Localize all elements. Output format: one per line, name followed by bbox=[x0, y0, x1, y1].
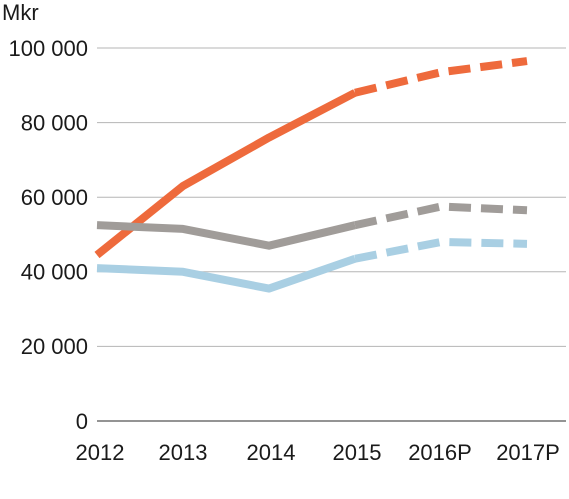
x-tick-label: 2016P bbox=[408, 440, 472, 465]
x-tick-label: 2015 bbox=[333, 440, 382, 465]
y-axis-unit-label: Mkr bbox=[2, 0, 39, 25]
series-1-actual-line bbox=[96, 221, 356, 250]
y-tick-label: 100 000 bbox=[8, 36, 88, 61]
series-2-forecast-line bbox=[354, 237, 528, 263]
x-tick-label: 2017P bbox=[496, 440, 560, 465]
x-axis-ticks: 2012 2013 2014 2015 2016P 2017P bbox=[76, 440, 560, 465]
series-2-actual-line bbox=[96, 254, 357, 293]
series-0-actual-line bbox=[94, 89, 357, 259]
y-tick-label: 80 000 bbox=[21, 110, 88, 135]
y-tick-label: 20 000 bbox=[21, 334, 88, 359]
y-axis-ticks: 0 20 000 40 000 60 000 80 000 100 000 bbox=[8, 36, 88, 434]
y-tick-label: 0 bbox=[76, 409, 88, 434]
x-tick-label: 2014 bbox=[247, 440, 296, 465]
series-lines bbox=[94, 57, 528, 293]
y-tick-label: 40 000 bbox=[21, 260, 88, 285]
y-tick-label: 60 000 bbox=[21, 185, 88, 210]
series-0-forecast-line bbox=[354, 57, 528, 97]
x-tick-label: 2013 bbox=[159, 440, 208, 465]
series-1-forecast-line bbox=[354, 202, 528, 230]
x-tick-label: 2012 bbox=[76, 440, 125, 465]
